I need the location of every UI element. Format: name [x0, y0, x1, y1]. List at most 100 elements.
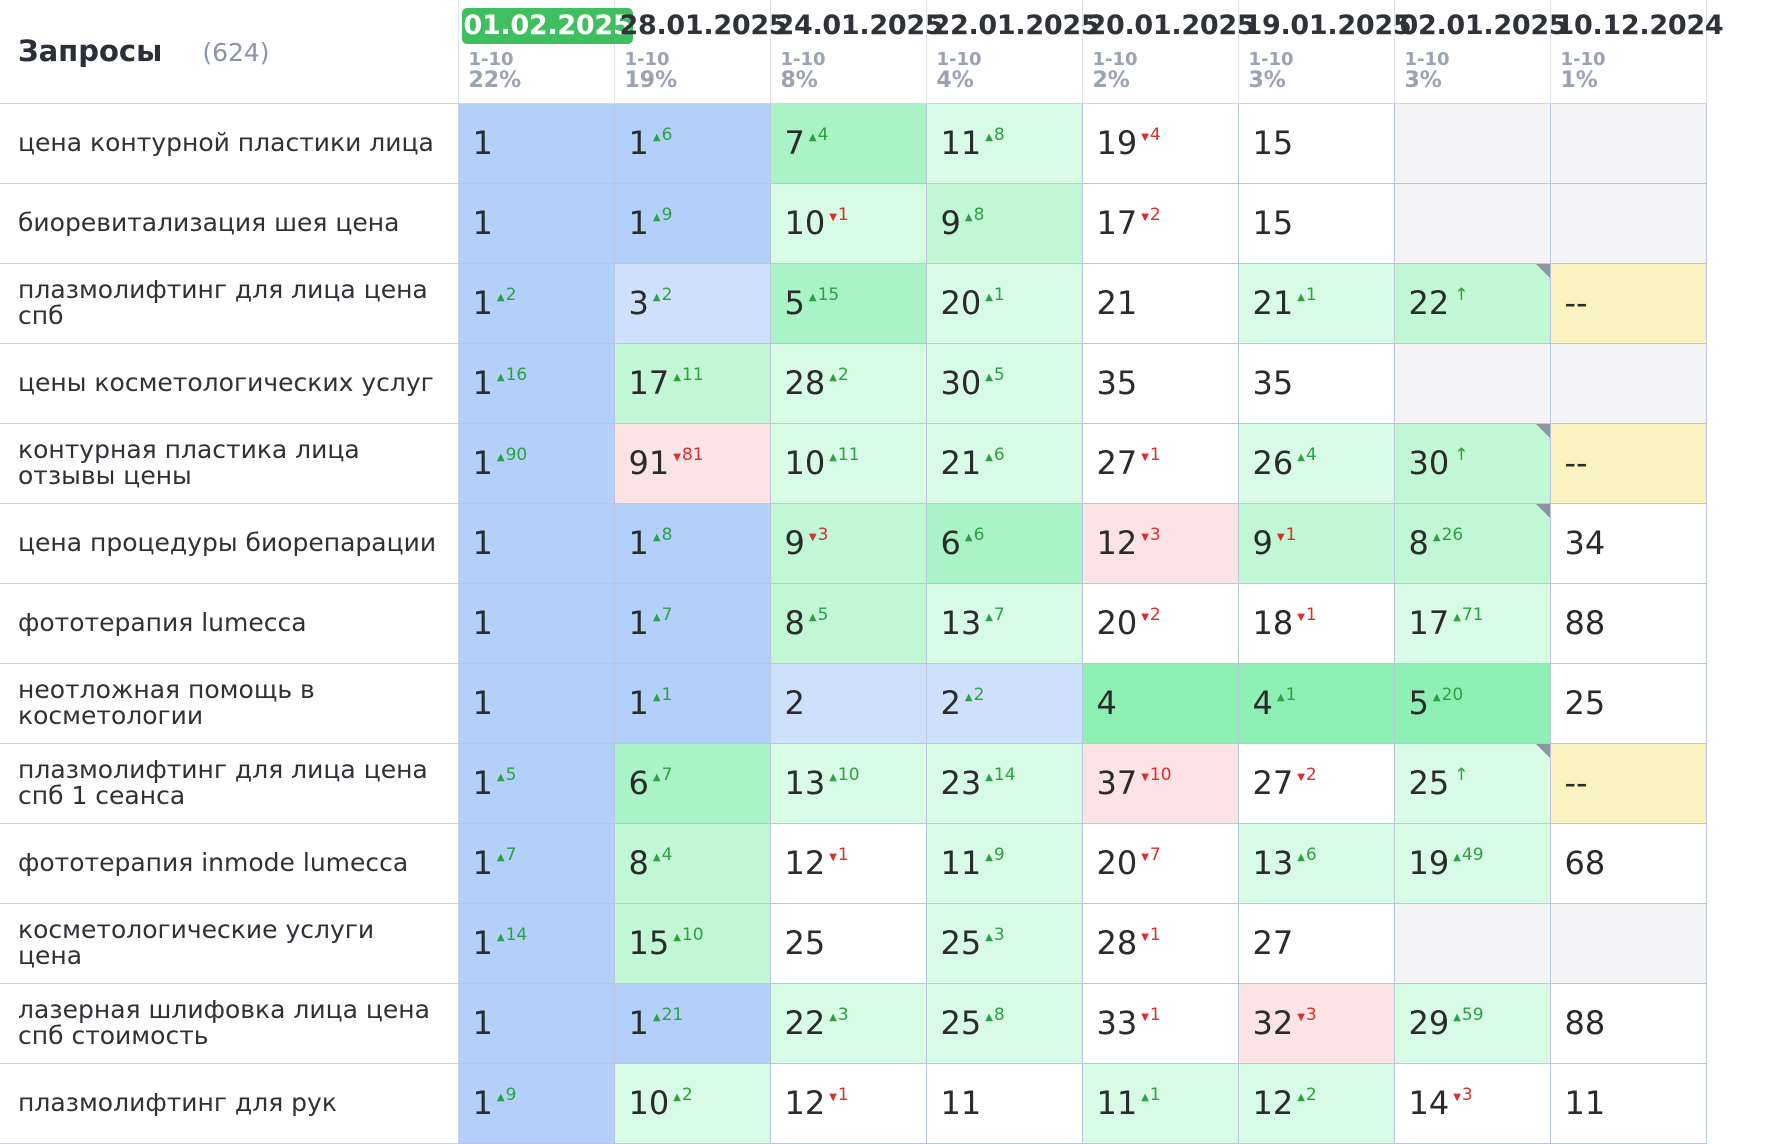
position-cell[interactable]: 35 — [1237, 342, 1395, 424]
query-text[interactable]: контурная пластика лица отзывы цены — [0, 423, 459, 504]
query-text[interactable]: плазмолифтинг для лица цена спб 1 сеанса — [0, 743, 459, 824]
position-cell[interactable]: 8 ▲26 — [1393, 502, 1551, 584]
query-text[interactable]: плазмолифтинг для рук — [0, 1063, 459, 1144]
position-cell[interactable]: 1 ▲90 — [457, 422, 615, 504]
position-cell[interactable]: 88 — [1549, 582, 1707, 664]
position-cell[interactable]: 9 ▼1 — [1237, 502, 1395, 584]
position-cell[interactable]: 26 ▲4 — [1237, 422, 1395, 504]
position-cell[interactable]: 20 ▼7 — [1081, 822, 1239, 904]
position-cell[interactable]: 32 ▼3 — [1237, 982, 1395, 1064]
position-cell[interactable]: 91 ▼81 — [613, 422, 771, 504]
position-cell[interactable]: 21 ▲1 — [1237, 262, 1395, 344]
position-cell[interactable]: 25 ▲3 — [925, 902, 1083, 984]
position-cell[interactable]: 5 ▲15 — [769, 262, 927, 344]
date-column-header[interactable]: 01.02.2025 1-10 22% — [458, 0, 634, 104]
position-cell[interactable]: 27 — [1237, 902, 1395, 984]
position-cell[interactable]: 23 ▲14 — [925, 742, 1083, 824]
position-cell[interactable]: 1 — [457, 502, 615, 584]
position-cell[interactable]: 12 ▼3 — [1081, 502, 1239, 584]
position-cell[interactable] — [1549, 902, 1707, 984]
query-text[interactable]: цены косметологических услуг — [0, 343, 459, 424]
position-cell[interactable]: 11 ▲8 — [925, 102, 1083, 184]
query-text[interactable]: неотложная помощь в косметологии — [0, 663, 459, 744]
position-cell[interactable]: 22 ▲3 — [769, 982, 927, 1064]
date-column-header[interactable]: 10.12.2024 1-10 1% — [1550, 0, 1724, 104]
query-text[interactable]: лазерная шлифовка лица цена спб стоимост… — [0, 983, 459, 1064]
position-cell[interactable]: 12 ▲2 — [1237, 1062, 1395, 1144]
position-cell[interactable]: 2 — [769, 662, 927, 744]
query-text[interactable]: цена контурной пластики лица — [0, 103, 459, 184]
position-cell[interactable]: 1 ▲14 — [457, 902, 615, 984]
position-cell[interactable]: 29 ▲59 — [1393, 982, 1551, 1064]
position-cell[interactable]: 11 ▲1 — [1081, 1062, 1239, 1144]
position-cell[interactable]: 20 ▼2 — [1081, 582, 1239, 664]
position-cell[interactable] — [1393, 902, 1551, 984]
position-cell[interactable]: 17 ▲71 — [1393, 582, 1551, 664]
position-cell[interactable] — [1393, 342, 1551, 424]
position-cell[interactable]: 1 ▲1 — [613, 662, 771, 744]
position-cell[interactable]: 8 ▲4 — [613, 822, 771, 904]
position-cell[interactable]: 30 ↑ — [1393, 422, 1551, 504]
position-cell[interactable]: 13 ▲10 — [769, 742, 927, 824]
position-cell[interactable]: 1 ▲2 — [457, 262, 615, 344]
position-cell[interactable]: 15 ▲10 — [613, 902, 771, 984]
position-cell[interactable]: 28 ▼1 — [1081, 902, 1239, 984]
position-cell[interactable]: 10 ▼1 — [769, 182, 927, 264]
position-cell[interactable]: 11 — [925, 1062, 1083, 1144]
date-column-header[interactable]: 02.01.2025 1-10 3% — [1394, 0, 1568, 104]
position-cell[interactable]: 25 — [1549, 662, 1707, 744]
query-text[interactable]: фототерапия lumecca — [0, 583, 459, 664]
position-cell[interactable]: 5 ▲20 — [1393, 662, 1551, 744]
position-cell[interactable]: 1 ▲7 — [613, 582, 771, 664]
position-cell[interactable]: 28 ▲2 — [769, 342, 927, 424]
position-cell[interactable]: 12 ▼1 — [769, 1062, 927, 1144]
position-cell[interactable]: 33 ▼1 — [1081, 982, 1239, 1064]
query-text[interactable]: фототерапия inmode lumecca — [0, 823, 459, 904]
position-cell[interactable]: 1 — [457, 102, 615, 184]
position-cell[interactable]: 11 ▲9 — [925, 822, 1083, 904]
position-cell[interactable]: 19 ▼4 — [1081, 102, 1239, 184]
position-cell[interactable]: 17 ▲11 — [613, 342, 771, 424]
position-cell[interactable]: -- — [1549, 742, 1707, 824]
position-cell[interactable] — [1393, 102, 1551, 184]
date-column-header[interactable]: 28.01.2025 1-10 19% — [614, 0, 788, 104]
position-cell[interactable]: 35 — [1081, 342, 1239, 424]
position-cell[interactable]: 6 ▲7 — [613, 742, 771, 824]
position-cell[interactable]: 88 — [1549, 982, 1707, 1064]
query-text[interactable]: плазмолифтинг для лица цена спб — [0, 263, 459, 344]
query-text[interactable]: биоревитализация шея цена — [0, 183, 459, 264]
position-cell[interactable]: 22 ↑ — [1393, 262, 1551, 344]
position-cell[interactable]: 37 ▼10 — [1081, 742, 1239, 824]
position-cell[interactable]: 15 — [1237, 102, 1395, 184]
date-column-header[interactable]: 24.01.2025 1-10 8% — [770, 0, 944, 104]
position-cell[interactable]: 17 ▼2 — [1081, 182, 1239, 264]
position-cell[interactable]: 13 ▲6 — [1237, 822, 1395, 904]
position-cell[interactable]: 3 ▲2 — [613, 262, 771, 344]
date-column-header[interactable]: 19.01.2025 1-10 3% — [1238, 0, 1412, 104]
position-cell[interactable]: 1 — [457, 982, 615, 1064]
position-cell[interactable]: 34 — [1549, 502, 1707, 584]
position-cell[interactable]: 1 — [457, 182, 615, 264]
query-text[interactable]: цена процедуры биорепарации — [0, 503, 459, 584]
position-cell[interactable]: 21 ▲6 — [925, 422, 1083, 504]
position-cell[interactable]: 10 ▲11 — [769, 422, 927, 504]
position-cell[interactable]: 13 ▲7 — [925, 582, 1083, 664]
position-cell[interactable]: 1 ▲5 — [457, 742, 615, 824]
position-cell[interactable]: 1 ▲16 — [457, 342, 615, 424]
query-text[interactable]: косметологические услуги цена — [0, 903, 459, 984]
position-cell[interactable]: 9 ▲8 — [925, 182, 1083, 264]
position-cell[interactable]: 19 ▲49 — [1393, 822, 1551, 904]
position-cell[interactable]: 25 ↑ — [1393, 742, 1551, 824]
position-cell[interactable]: -- — [1549, 262, 1707, 344]
position-cell[interactable]: 1 ▲7 — [457, 822, 615, 904]
position-cell[interactable]: 9 ▼3 — [769, 502, 927, 584]
position-cell[interactable]: 14 ▼3 — [1393, 1062, 1551, 1144]
position-cell[interactable]: 4 — [1081, 662, 1239, 744]
position-cell[interactable]: 21 — [1081, 262, 1239, 344]
position-cell[interactable]: -- — [1549, 422, 1707, 504]
position-cell[interactable]: 11 — [1549, 1062, 1707, 1144]
position-cell[interactable]: 6 ▲6 — [925, 502, 1083, 584]
position-cell[interactable]: 1 ▲21 — [613, 982, 771, 1064]
date-column-header[interactable]: 20.01.2025 1-10 2% — [1082, 0, 1256, 104]
position-cell[interactable]: 2 ▲2 — [925, 662, 1083, 744]
